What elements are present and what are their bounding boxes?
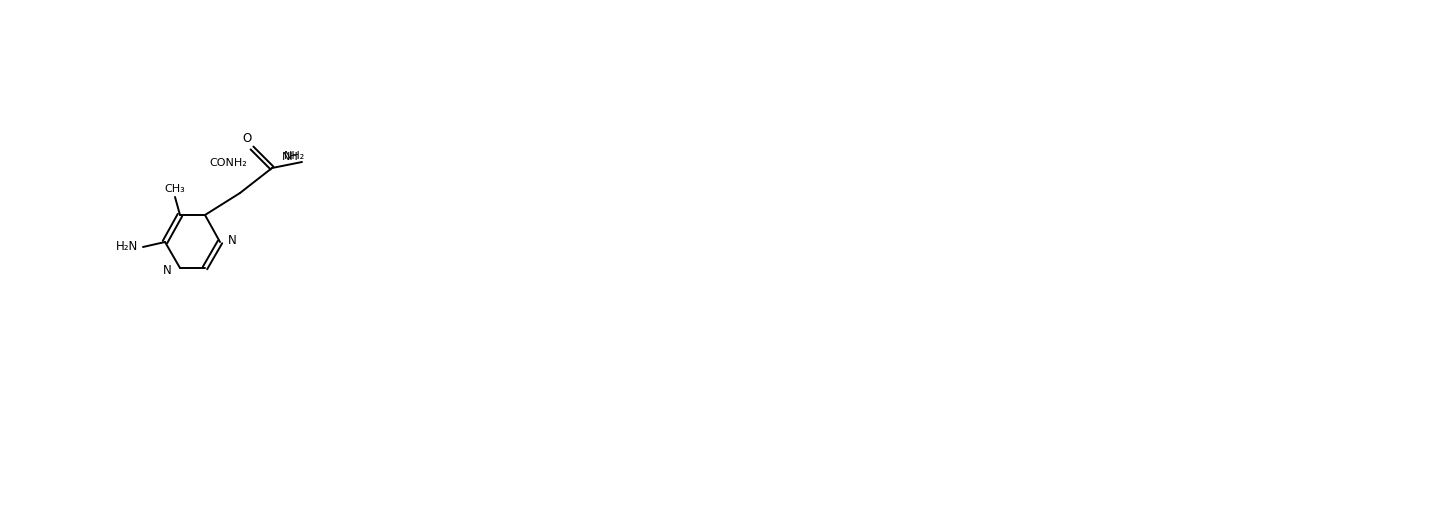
Text: NH₂: NH₂ [284,151,305,161]
Text: N: N [229,234,237,246]
Text: CH₃: CH₃ [165,184,185,194]
Text: H₂N: H₂N [116,240,137,253]
Text: N: N [164,264,172,276]
Text: CONH₂: CONH₂ [210,158,247,168]
Text: O: O [243,132,252,144]
Text: NH: NH [282,152,298,162]
